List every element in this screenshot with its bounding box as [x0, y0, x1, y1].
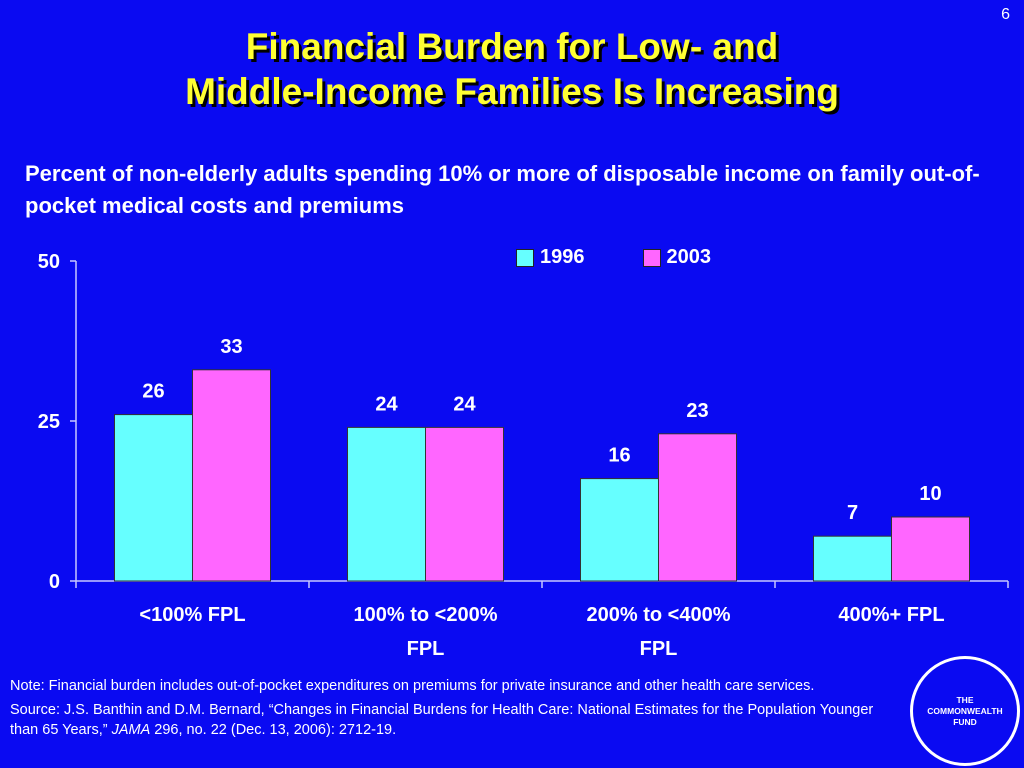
x-category-label: 400%+ FPL [838, 604, 944, 626]
chart-subtitle: Percent of non-elderly adults spending 1… [25, 161, 980, 218]
title-line-2: Middle-Income Families Is Increasing [185, 71, 839, 112]
bar-1996-1 [347, 426, 426, 582]
note-text: Note: Financial burden includes out-of-p… [10, 678, 815, 694]
data-label-1996-1: 24 [375, 393, 398, 415]
data-label-2003-3: 10 [919, 483, 941, 505]
bar-1996-0 [114, 414, 193, 582]
x-category-label: <100% FPL [139, 604, 245, 626]
bar-2003-3 [891, 516, 970, 582]
bar-2003-0 [192, 369, 271, 582]
source-text: Source: J.S. Banthin and D.M. Bernard, “… [10, 700, 895, 740]
x-category-label: FPL [640, 638, 678, 660]
data-label-1996-2: 16 [608, 445, 630, 467]
commonwealth-fund-logo: THE COMMONWEALTH FUND [910, 656, 1020, 766]
x-category-label: 200% to <400% [587, 604, 731, 626]
footnotes: Note: Financial burden includes out-of-p… [10, 676, 895, 744]
y-tick-label: 25 [38, 411, 60, 433]
legend-swatch-1996 [516, 248, 534, 267]
source-text-after: 296, no. 22 (Dec. 13, 2006): 2712-19. [150, 722, 397, 738]
bar-chart: 0 25 50 26 33 <100% FPL 24 24 100% to <200% FPL 16… [38, 251, 1009, 660]
x-category-label: 100% to <200% [354, 604, 498, 626]
data-label-2003-2: 23 [686, 400, 708, 422]
legend-item-1996: 1996 [516, 246, 585, 269]
source-journal: JAMA [111, 722, 151, 738]
legend-swatch-2003 [642, 248, 661, 267]
legend-label-1996: 1996 [540, 246, 585, 268]
title-line-1: Financial Burden for Low- and [245, 26, 779, 67]
data-label-1996-3: 7 [847, 502, 858, 524]
chart-legend: 1996 2003 [516, 246, 769, 269]
slide-title: Financial Burden for Low- and Middle-Inc… [0, 24, 1024, 114]
data-label-2003-1: 24 [453, 393, 476, 415]
data-label-1996-0: 26 [142, 381, 164, 403]
logo-text: THE COMMONWEALTH FUND [927, 694, 1003, 727]
bar-1996-2 [580, 478, 659, 582]
legend-label-2003: 2003 [666, 246, 712, 268]
source-text-before: Source: J.S. Banthin and D.M. Bernard, “… [10, 702, 874, 738]
x-category-label: FPL [407, 638, 445, 660]
bar-1996-3 [813, 535, 892, 582]
bar-2003-2 [658, 433, 737, 582]
legend-item-2003: 2003 [642, 246, 712, 269]
y-tick-label: 0 [49, 571, 60, 593]
bar-2003-1 [425, 426, 504, 582]
data-label-2003-0: 33 [220, 336, 242, 358]
y-tick-label: 50 [38, 251, 60, 273]
page-number: 6 [1001, 6, 1010, 23]
